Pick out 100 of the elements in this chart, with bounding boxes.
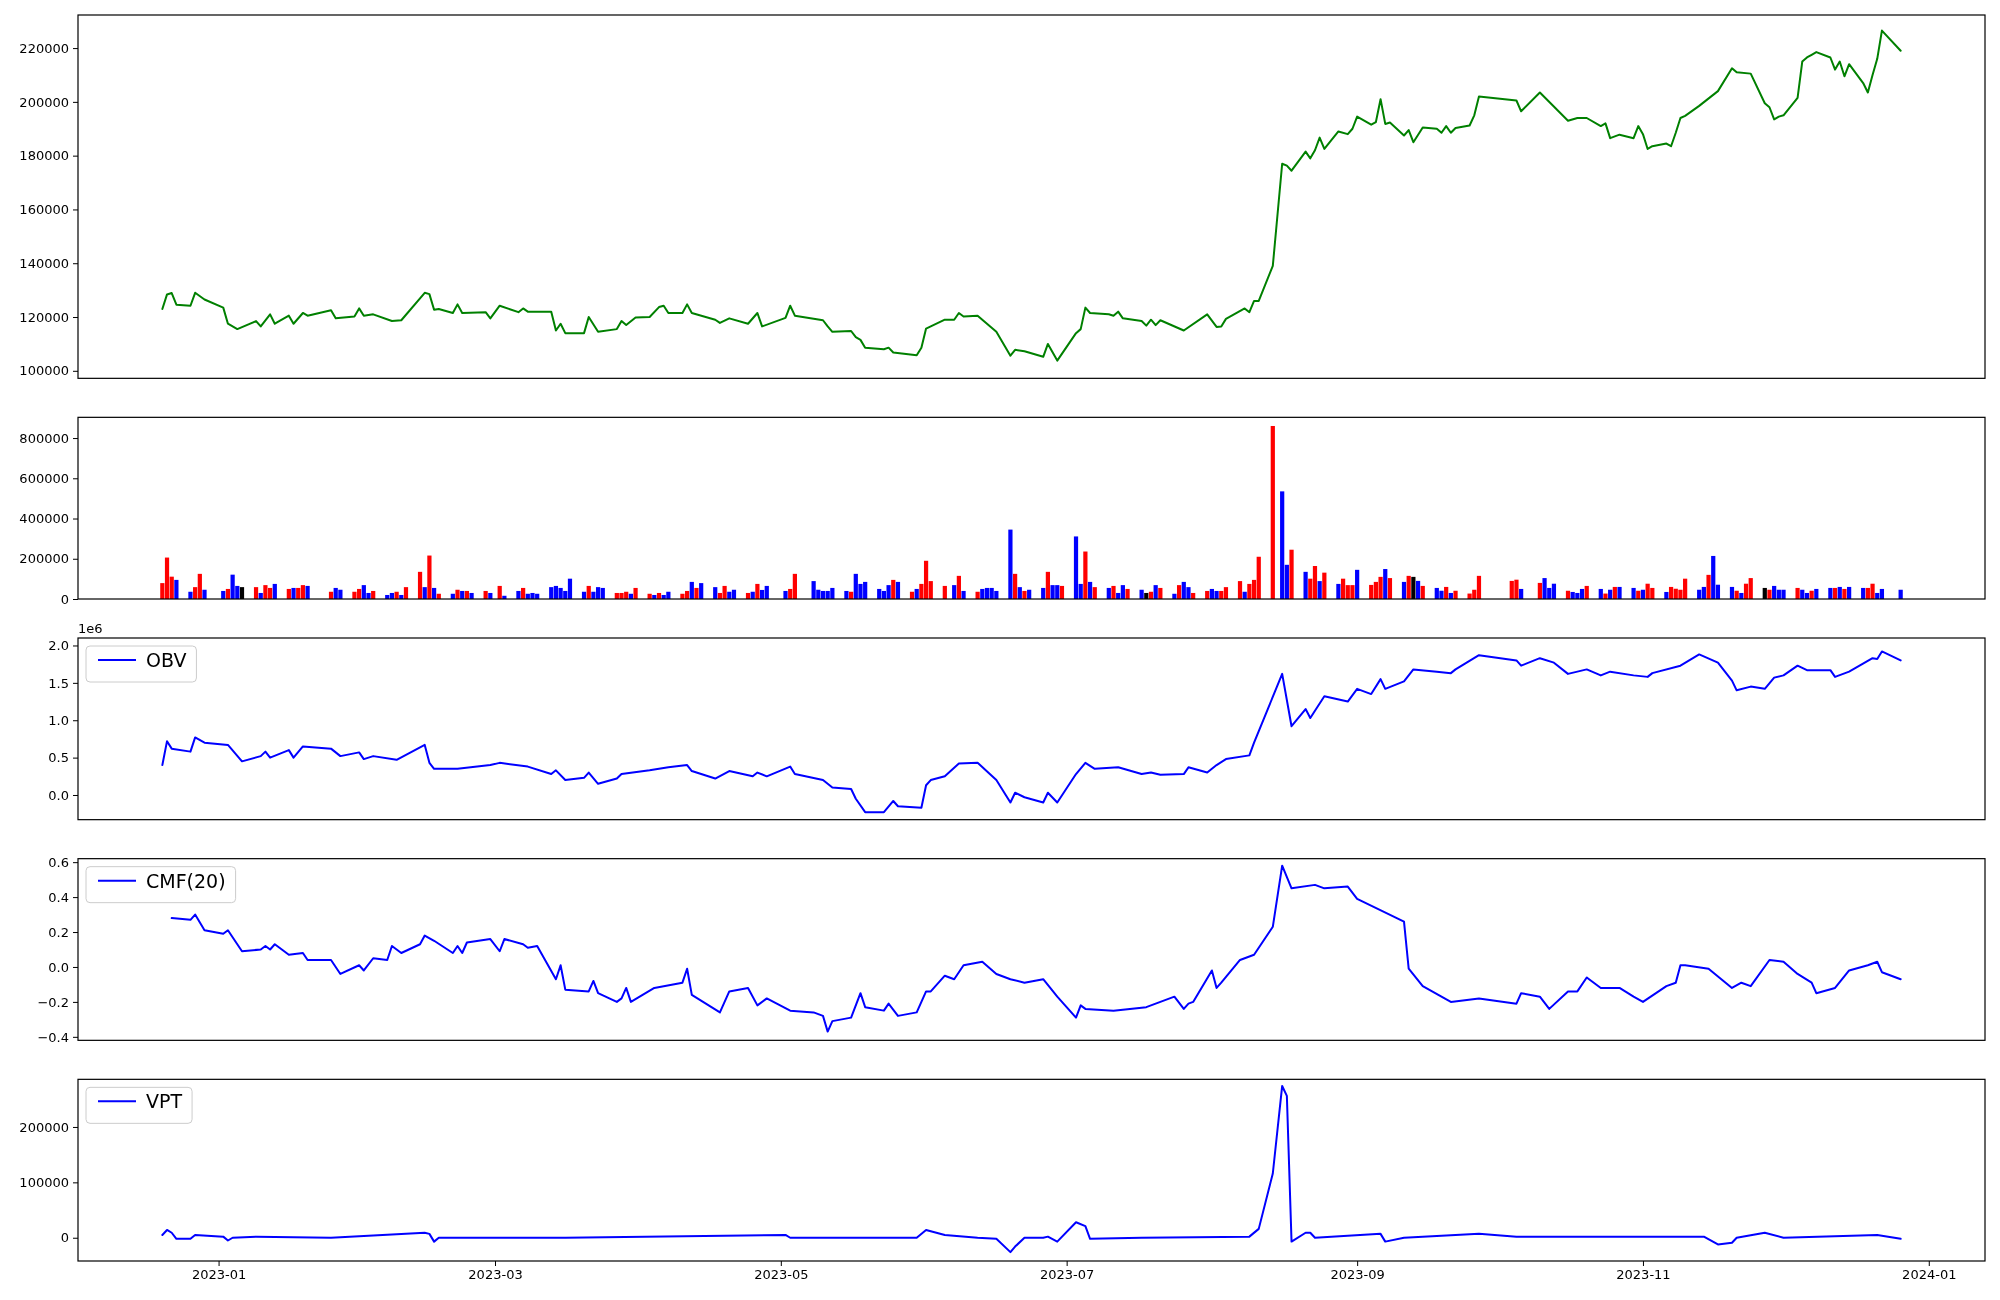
bar: [1453, 590, 1458, 599]
y-tick-label: 1.0: [48, 712, 69, 728]
legend-label: VPT: [146, 1090, 183, 1113]
y-tick-label: 0: [60, 591, 69, 607]
bar: [1476, 575, 1482, 599]
y-tick-label: 180000: [19, 148, 69, 164]
y-tick-label: 0.0: [48, 787, 69, 803]
bar: [1617, 586, 1622, 599]
bar: [1542, 578, 1547, 599]
y-tick-label: 0: [60, 1230, 69, 1246]
bar: [263, 585, 268, 599]
x-tick-label: 2023-09: [1330, 1267, 1385, 1283]
bar: [516, 590, 521, 599]
y-tick-label: 0.2: [48, 924, 69, 940]
bar: [1336, 583, 1341, 599]
bar: [1350, 585, 1355, 599]
bar: [1387, 578, 1393, 599]
bar: [1711, 555, 1716, 599]
bar: [1870, 583, 1875, 599]
x-tick-label: 2023-03: [468, 1267, 523, 1283]
bar: [1270, 425, 1275, 599]
x-tick-label: 2024-01: [1902, 1267, 1957, 1283]
y-tick-label: 100000: [19, 1175, 69, 1191]
y-tick-label: 200000: [19, 551, 69, 567]
bar: [1355, 569, 1360, 599]
bar: [956, 575, 961, 599]
bar: [1748, 578, 1753, 599]
bar: [1111, 585, 1116, 599]
bar: [1214, 590, 1219, 599]
bar: [1378, 576, 1383, 599]
x-tick-label: 2023-11: [1616, 1267, 1671, 1283]
bar: [961, 590, 966, 599]
x-tick-label: 2023-07: [1039, 1267, 1095, 1283]
bar: [1322, 572, 1327, 599]
bar: [755, 583, 760, 599]
bar: [1383, 569, 1388, 599]
bar: [1083, 551, 1088, 599]
bar: [1514, 579, 1519, 599]
line-series: [161, 29, 1902, 362]
bar: [619, 592, 624, 599]
bar: [722, 585, 727, 599]
y-tick-label: 1.5: [48, 675, 69, 691]
bar: [1012, 573, 1018, 599]
y-tick-label: 140000: [19, 255, 69, 271]
bar: [558, 587, 563, 599]
bar: [291, 587, 296, 599]
bar: [1280, 491, 1285, 599]
bar: [1842, 588, 1847, 599]
bar: [1406, 575, 1411, 599]
legend-label: OBV: [146, 649, 187, 671]
y-tick-label: 800000: [19, 430, 69, 446]
bar: [886, 585, 891, 599]
bar: [1795, 587, 1800, 599]
y-tick-label: 100000: [19, 363, 69, 379]
bar: [427, 555, 432, 599]
bar: [1045, 571, 1051, 599]
bar: [164, 557, 170, 599]
y-tick-label: 0.4: [48, 889, 69, 905]
y-tick-label: 160000: [19, 202, 69, 218]
bar: [1706, 574, 1711, 599]
bar: [792, 573, 797, 599]
bar: [699, 583, 704, 599]
y-tick-label: 0.5: [48, 750, 69, 766]
bar: [923, 560, 929, 599]
bar: [1073, 536, 1079, 599]
bar: [844, 590, 849, 599]
bar: [1767, 589, 1772, 599]
x-tick-label: 2023-05: [754, 1267, 809, 1283]
y-tick-label: 220000: [19, 40, 69, 56]
bar: [417, 571, 423, 599]
bar: [455, 589, 460, 599]
y-tick-label: 0.6: [48, 854, 69, 870]
bar: [1172, 593, 1177, 599]
bar: [469, 592, 474, 599]
bar: [1312, 566, 1318, 599]
y-tick-label: 0.0: [48, 959, 69, 975]
bar: [305, 585, 310, 599]
y-tick-label: 600000: [19, 470, 69, 486]
bar: [783, 590, 788, 599]
y-tick-label: 200000: [19, 94, 69, 110]
bar: [1050, 585, 1055, 599]
y-tick-label: −0.2: [37, 994, 69, 1010]
x-tick-label: 2023-01: [191, 1267, 247, 1283]
bar: [1125, 588, 1130, 599]
bar: [1289, 549, 1294, 599]
text: 1e6: [78, 621, 103, 636]
bar: [197, 573, 202, 599]
bar: [1439, 590, 1444, 599]
bar: [633, 587, 638, 599]
bar: [1781, 589, 1786, 599]
bar: [694, 587, 699, 599]
y-tick-label: −0.4: [37, 1029, 69, 1045]
y-tick-label: 120000: [19, 309, 69, 325]
bar: [591, 591, 596, 599]
legend-label: CMF(20): [146, 869, 226, 892]
bar: [1022, 590, 1027, 599]
bar: [1303, 571, 1308, 599]
y-tick-label: 200000: [19, 1119, 69, 1135]
bar: [530, 592, 535, 599]
bar: [202, 589, 207, 599]
